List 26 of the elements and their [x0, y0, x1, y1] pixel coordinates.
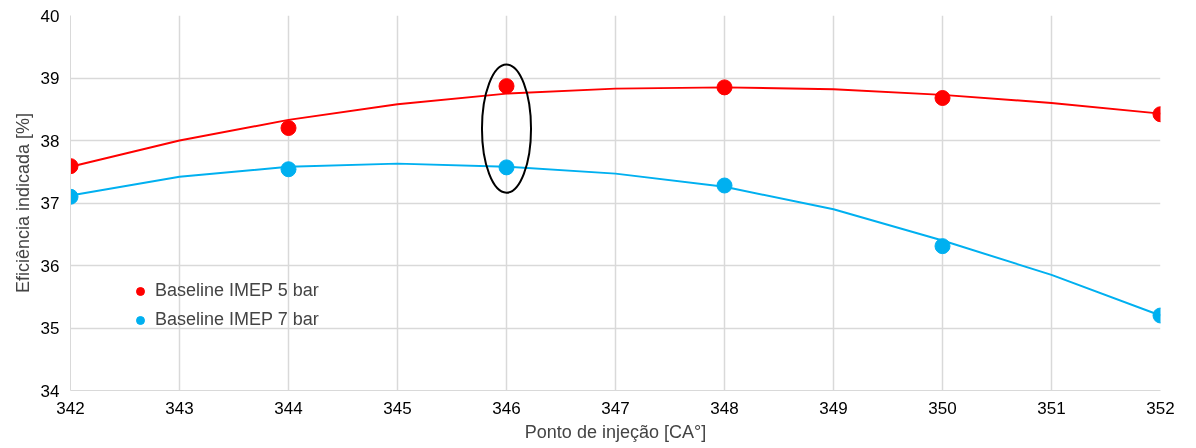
point: [716, 79, 733, 96]
x-tick-label: 347: [601, 398, 630, 418]
x-tick-label: 343: [165, 398, 194, 418]
y-tick-label: 36: [40, 256, 60, 276]
x-tick-label: 350: [928, 398, 957, 418]
legend-label: Baseline IMEP 5 bar: [155, 280, 319, 301]
x-tick-label: 346: [492, 398, 521, 418]
x-axis-title: Ponto de injeção [CA°]: [524, 421, 707, 442]
x-tick-label: 345: [383, 398, 412, 418]
point: [498, 78, 515, 95]
y-tick-label: 34: [40, 381, 60, 401]
y-axis-title: Eficiência indicada [%]: [12, 112, 33, 294]
y-tick-label: 35: [40, 319, 60, 338]
x-tick-label: 344: [274, 398, 303, 418]
x-tick-label: 342: [56, 398, 85, 418]
legend-label: Baseline IMEP 7 bar: [155, 309, 319, 330]
y-tick-label: 40: [40, 6, 60, 26]
x-tick-label: 351: [1037, 398, 1066, 418]
x-tick-label: 349: [819, 398, 848, 418]
y-tick-label: 39: [40, 69, 60, 88]
y-tick-label: 38: [40, 131, 60, 151]
point: [498, 159, 515, 176]
x-tick-label: 348: [710, 398, 739, 418]
y-tick-label: 37: [40, 194, 60, 213]
x-tick-label: 352: [1146, 398, 1175, 418]
point: [716, 177, 733, 194]
